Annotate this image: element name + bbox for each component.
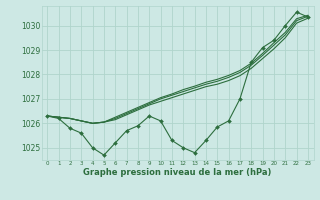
X-axis label: Graphe pression niveau de la mer (hPa): Graphe pression niveau de la mer (hPa) xyxy=(84,168,272,177)
